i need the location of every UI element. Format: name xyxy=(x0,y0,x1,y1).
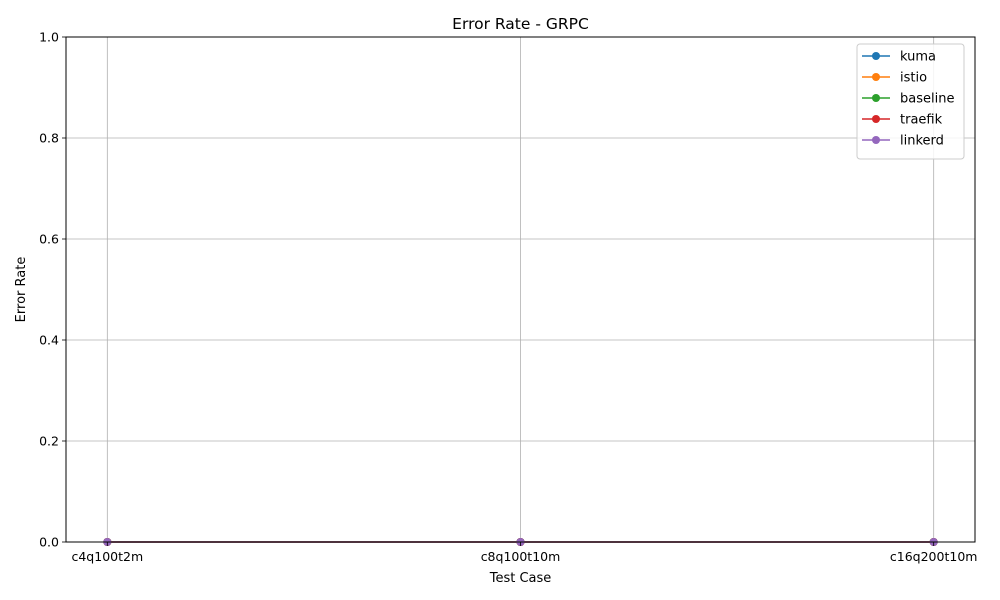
y-axis-label: Error Rate xyxy=(14,257,29,323)
legend-label: kuma xyxy=(900,50,936,65)
chart-title: Error Rate - GRPC xyxy=(452,15,589,33)
x-axis-label: Test Case xyxy=(489,571,552,586)
legend-item-kuma: kuma xyxy=(862,50,936,65)
legend-marker xyxy=(872,136,880,144)
legend-item-traefik: traefik xyxy=(862,113,943,128)
x-tick-label: c16q200t10m xyxy=(890,549,978,564)
y-axis-ticks: 0.0 0.2 0.4 0.6 0.8 1.0 xyxy=(39,30,66,550)
legend-marker xyxy=(872,94,880,102)
y-tick-label: 0.6 xyxy=(39,232,59,247)
legend-marker xyxy=(872,73,880,81)
legend-item-istio: istio xyxy=(862,71,927,86)
legend-marker xyxy=(872,52,880,60)
legend-marker xyxy=(872,115,880,123)
x-tick-label: c8q100t10m xyxy=(481,549,561,564)
y-tick-label: 0.8 xyxy=(39,131,59,146)
legend-label: istio xyxy=(900,71,927,86)
x-axis-ticks: c4q100t2m c8q100t10m c16q200t10m xyxy=(71,542,977,564)
y-tick-label: 0.0 xyxy=(39,535,59,550)
legend-label: baseline xyxy=(900,92,954,107)
legend: kuma istio baseline traefik linkerd xyxy=(856,43,965,160)
legend-item-baseline: baseline xyxy=(862,92,954,107)
legend-label: linkerd xyxy=(900,134,944,149)
legend-item-linkerd: linkerd xyxy=(862,134,944,149)
y-tick-label: 0.2 xyxy=(39,434,59,449)
y-tick-label: 0.4 xyxy=(39,333,59,348)
legend-label: traefik xyxy=(900,113,943,128)
x-tick-label: c4q100t2m xyxy=(71,549,143,564)
y-tick-label: 1.0 xyxy=(39,30,59,45)
legend-box xyxy=(856,43,965,160)
